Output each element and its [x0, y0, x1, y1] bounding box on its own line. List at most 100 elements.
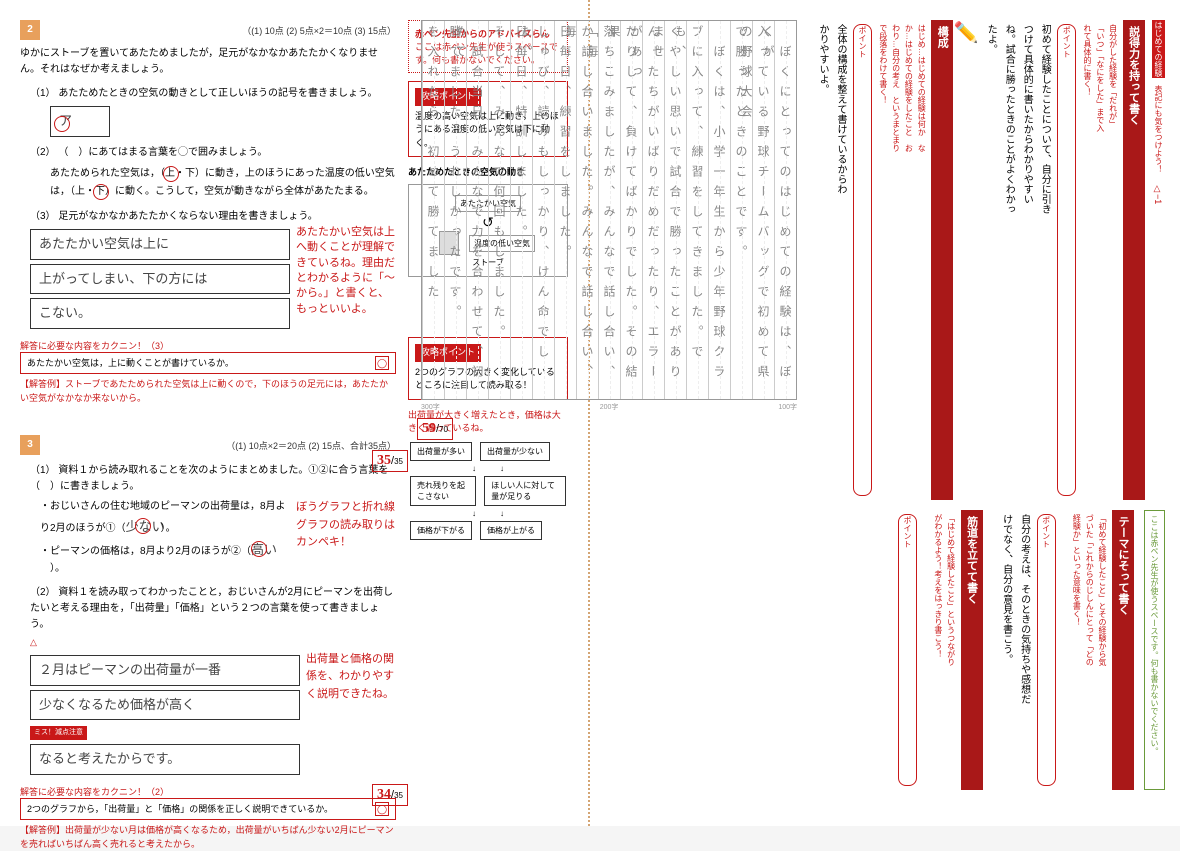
q3-scoring: （(1) 10点×2＝20点 (2) 15点、合計35点） — [226, 439, 396, 452]
essay-column: ブに入って、練習をしてきました。でも、 — [686, 21, 708, 399]
q2-teacher-comment: あたたかい空気は上へ動くことが理解できているね。理由だとわかるように「〜から。」… — [296, 225, 396, 333]
count-200: 200字 — [600, 402, 619, 412]
q2-sub2-label: （2） — [30, 147, 56, 158]
essay-column: か話し合いました。みんなで話し合い、毎 — [576, 21, 598, 399]
comment3-section: ポイント 自分の考えは、そのときの気持ちや感想だけでなく、自分の意見を書こう。 — [993, 510, 1056, 790]
green-note: ここは赤ペン先生が使うスペースです。何も書かないでください。 — [1144, 510, 1165, 790]
left-content: 2 （(1) 10点 (2) 5点×2＝10点 (3) 15点） ゆかにストーブ… — [20, 20, 396, 851]
q3-score-total: 35 — [394, 791, 403, 800]
q2-sub3: （3） 足元がなかなかあたたかくならない理由を書きましょう。 あたたかい空気は上… — [30, 209, 396, 333]
q2-sub1: （1） あたためたときの空気の動きとして正しいほうの記号を書きましょう。 ア — [30, 86, 396, 137]
delta-marks: △−1 — [1149, 180, 1167, 208]
essay-column: で勝ったときのことです。 — [730, 21, 752, 399]
essay-column: 日毎日、特訓しました。 — [510, 21, 532, 399]
banner3-section: テーマにそって書く 「初めて経験したこと」とその経験から気づいた「これからのじし… — [1066, 510, 1134, 790]
banner4: 筋道を立てて書く — [961, 510, 983, 790]
q2-score-got: 35 — [377, 453, 391, 468]
q2-scoring: （(1) 10点 (2) 5点×2＝10点 (3) 15点） — [242, 24, 396, 37]
q3-example-text: 出荷量が少ない月は価格が高くなるため，出荷量がいちばん少ない2月にピーマンを売れ… — [20, 825, 394, 849]
q3-sub1: （1） 資料１から読み取れることを次のようにまとめました。①②に合う言葉を（ ）… — [30, 463, 396, 577]
q3-number: 3 — [20, 435, 40, 455]
q2-answer-line1: あたたかい空気は上に — [30, 229, 290, 260]
essay-column: 勝てました。うれしかったです。 — [444, 21, 466, 399]
q3-score: 34/35 — [372, 784, 408, 806]
point-label: ポイント — [1057, 24, 1076, 496]
q3-check: 解答に必要な内容をカクニン！（2） 2つのグラフから，「出荷量」と「価格」の関係… — [20, 785, 396, 851]
q2-check-box: あたたかい空気は，上に動くことが書けているか。 ◯ — [20, 352, 396, 374]
essay-column: ぼくにとってのはじめての経験は、ぼくが — [774, 21, 796, 399]
essay-column: たりして、負けてばかりでした。その結果 — [620, 21, 642, 399]
q2-sub2: （2） （ ）にあてはまる言葉を◯で囲みましょう。 あたためられた空気は，（上・… — [30, 145, 396, 201]
question-3: 3 （(1) 10点×2＝20点 (2) 15点、合計35点） （1） 資料１か… — [20, 435, 396, 851]
circle-icon — [93, 184, 109, 200]
q3-sub2-label: （2） — [30, 587, 56, 598]
q2-intro: ゆかにストーブを置いてあたためましたが，足元がなかなかあたたかくなりません。それ… — [20, 46, 396, 78]
banner2-section: 構成 はじめ…はじめての経験は何か なか…はじめての経験をしたこと おわり…自分… — [872, 20, 953, 500]
q2-check-title: 解答に必要な内容をカクニン！（3） — [20, 339, 396, 352]
essay-score: 59/70 — [417, 418, 453, 440]
essay-column: 入っている野球チームバッグで初めて県の野球大会 — [752, 21, 774, 399]
comment3: 自分の考えは、そのときの気持ちや感想だけでなく、自分の意見を書こう。 — [993, 510, 1037, 710]
q2-answer-line3: こない。 — [30, 298, 290, 329]
q2-example-text: ストーブであたためられた空気は上に動くので，下のほうの足元には，あたたかい空気が… — [20, 379, 388, 403]
char-count-row: 300字 200字 100字 — [417, 400, 801, 414]
essay-column: 試合当日、みんなで力を合わせて、初めて — [466, 21, 488, 399]
q2-sub2-text: （ ）にあてはまる言葉を◯で囲みましょう。 — [58, 147, 267, 158]
q3-bullet2: ・ピーマンの価格は，8月より2月のほうが②（高い ）。 — [40, 538, 290, 577]
banner2-sub: はじめ…はじめての経験は何か なか…はじめての経験をしたこと おわり…自分の考え… — [872, 20, 931, 160]
q2-example: 【解答例】ストーブであたためられた空気は上に動くので，下のほうの足元には，あたた… — [20, 378, 396, 405]
q3-sub1-comment: ぼうグラフと折れ線グラフの読み取りはカンペキ！ — [296, 499, 396, 577]
q2-check-item: あたたかい空気は，上に動くことが書けているか。 — [27, 356, 234, 370]
q2-answer-line2: 上がってしまい、下の方には — [30, 264, 290, 295]
miss-label: ミス！減点注意 — [30, 726, 87, 739]
essay-column: ん。たちがいばりだめだったり、エラーがあっ — [642, 21, 664, 399]
essay-section: ぼくにとってのはじめての経験は、ぼくが入っている野球チームバッグで初めて県の野球… — [417, 20, 801, 500]
check-ok-icon: ◯ — [375, 356, 389, 370]
essay-column: そして、みんなで何回もしました。 — [488, 21, 510, 399]
q2-score: 35/35 — [372, 450, 408, 472]
q2-score-total: 35 — [394, 457, 403, 466]
q3-answer-line1: ２月はピーマンの出荷量が一番 — [30, 655, 300, 686]
comment2: 全体の構成を整えて書けているからわかりやすいよ。 — [809, 20, 853, 200]
essay-column: 日毎日、練習をしました。 — [554, 21, 576, 399]
banner4-sub: 「はじめて経験したこと」というつながりがわかるよう！考えをはっきり書こう！ — [927, 510, 961, 670]
circle-icon — [135, 518, 151, 534]
q3-sub2-text: 資料１を読み取ってわかったことと，おじいさんが2月にピーマンを出荷したいと考える… — [30, 587, 393, 630]
point-label: ポイント — [1037, 514, 1056, 786]
point4-section: ポイント — [898, 510, 917, 790]
q3-sub1-label: （1） — [30, 465, 56, 476]
right-page: はじめての経験 表記にも気をつけよう！ △−1 説得力を持って書く 自分がした経… — [590, 0, 1180, 826]
banner3-sub: 「初めて経験したこと」とその経験から気づいた「これからのじしんにとって「どの経験… — [1066, 510, 1112, 670]
circle-icon — [163, 166, 179, 182]
q3-sub2-comment: 出荷量と価格の関係を、わかりやすく説明できたね。 — [306, 651, 396, 779]
q3-check-title: 解答に必要な内容をカクニン！（2） — [20, 785, 396, 798]
comment1: 初めて経験したことについて、自分に引きつけて具体的に書いたからわかりやすいね。試… — [977, 20, 1057, 220]
banner1-sub: 自分がした経験を「だれが」「いつ」「なにをした」まで入れて具体的に書く！ — [1076, 20, 1122, 140]
banner1-section: 説得力を持って書く 自分がした経験を「だれが」「いつ」「なにをした」まで入れて具… — [1076, 20, 1144, 500]
essay-column: ぼくは、小学一年生から少年野球クラ — [708, 21, 730, 399]
circle-icon — [251, 541, 267, 557]
count-100: 100字 — [778, 402, 797, 412]
count-300: 300字 — [421, 402, 440, 412]
q3-sub1-text: 資料１から読み取れることを次のようにまとめました。①②に合う言葉を（ ）に書きま… — [30, 465, 388, 492]
q2-sub3-text: 足元がなかなかあたたかくならない理由を書きましょう。 — [58, 211, 317, 222]
essay-column: 落ちこみましたが、みんなで話し合い、「毎 — [598, 21, 620, 399]
essay-column: を入れたら、初めて勝てました — [422, 21, 444, 399]
question-2: 2 （(1) 10点 (2) 5点×2＝10点 (3) 15点） ゆかにストーブ… — [20, 20, 396, 405]
q3-check-box: 2つのグラフから，「出荷量」と「価格」の関係を正しく説明できているか。 ◯ — [20, 798, 396, 820]
essay-score-got: 59 — [422, 421, 436, 436]
q3-bullet1: ・おじいさんの住む地域のピーマンの出荷量は，8月より2月のほうが①（少ない ）。 — [40, 499, 290, 538]
note-label: 表記にも気をつけよう！ — [1150, 81, 1167, 177]
q2-sub1-label: （1） — [30, 88, 56, 99]
q3-answer-line3: なると考えたからです。 — [30, 744, 300, 775]
essay-score-total: 70 — [439, 425, 448, 434]
topic-label: はじめての経験 — [1152, 20, 1165, 78]
q3-check-item: 2つのグラフから，「出荷量」と「価格」の関係を正しく説明できているか。 — [27, 802, 333, 816]
banner3: テーマにそって書く — [1112, 510, 1134, 790]
comment1-section: ポイント 初めて経験したことについて、自分に引きつけて具体的に書いたからわかりや… — [953, 20, 1076, 500]
comment2-section: ポイント 全体の構成を整えて書けているからわかりやすいよ。 — [809, 20, 872, 500]
q2-sub2-body: あたためられた空気は，（上・下）に動き，上のほうにあった温度の低い空気は，（上・… — [50, 165, 396, 201]
example-label: 【解答例】 — [20, 379, 65, 389]
point-label: ポイント — [898, 514, 917, 786]
q3-answer-line2: 少なくなるため価格が高く — [30, 690, 300, 721]
